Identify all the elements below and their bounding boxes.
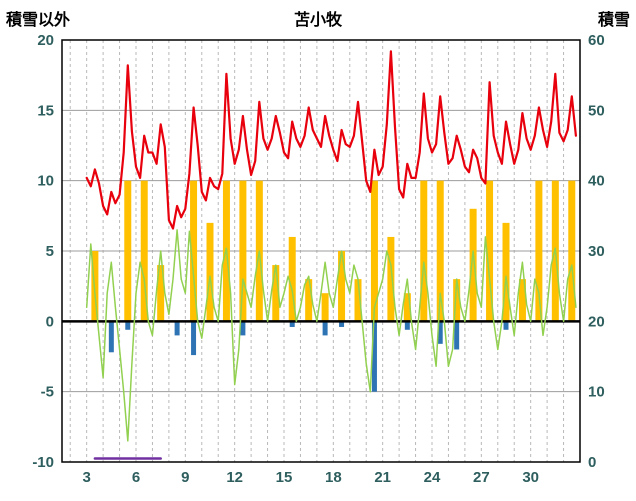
blue-bar: [174, 321, 180, 336]
orange-bar: [453, 279, 461, 322]
right-tick-label: 50: [588, 102, 605, 119]
right-tick-label: 30: [588, 243, 605, 260]
orange-bar: [124, 180, 132, 322]
x-tick-label: 9: [181, 469, 189, 486]
blue-bar: [371, 321, 377, 392]
left-tick-label: 5: [46, 243, 54, 260]
blue-bar: [404, 321, 410, 330]
orange-bar: [518, 279, 526, 322]
left-tick-label: -5: [41, 384, 54, 401]
orange-bar: [387, 236, 395, 322]
left-tick-label: 15: [37, 102, 54, 119]
blue-bar: [289, 321, 295, 327]
orange-bar: [305, 279, 313, 322]
right-tick-label: 60: [588, 32, 605, 49]
orange-bar: [436, 180, 444, 322]
orange-bar: [502, 222, 510, 322]
orange-bar: [140, 180, 148, 322]
right-tick-label: 40: [588, 173, 605, 190]
orange-bar: [239, 180, 247, 322]
left-axis-title: 積雪以外: [6, 12, 71, 29]
blue-bar: [437, 321, 443, 344]
left-tick-label: 20: [37, 32, 54, 49]
orange-bar: [190, 180, 198, 322]
orange-bar: [157, 265, 165, 322]
red-line: [85, 50, 578, 230]
plot-border: [61, 39, 581, 463]
x-tick-label: 6: [132, 469, 140, 486]
orange-bar: [288, 236, 296, 322]
left-tick-label: -10: [32, 454, 54, 471]
x-tick-label: 12: [226, 469, 243, 486]
orange-bar: [206, 222, 214, 322]
blue-bar: [339, 321, 345, 327]
right-tick-label: 20: [588, 313, 605, 330]
orange-bar: [420, 180, 428, 322]
blue-bar: [503, 321, 509, 330]
left-tick-label: 10: [37, 173, 54, 190]
left-tick-label: 0: [46, 313, 54, 330]
orange-bar: [469, 208, 477, 322]
orange-bar: [272, 265, 280, 322]
x-tick-label: 21: [374, 469, 391, 486]
orange-bar: [370, 180, 378, 322]
blue-bar: [191, 321, 197, 356]
x-tick-label: 24: [424, 469, 441, 486]
orange-bar: [486, 180, 494, 322]
orange-bar: [354, 279, 362, 322]
blue-bar: [125, 321, 131, 330]
chart-title: 苫小牧: [293, 12, 342, 29]
green-line: [85, 229, 577, 442]
blue-bar: [240, 321, 246, 336]
x-tick-label: 27: [473, 469, 490, 486]
x-tick-label: 3: [82, 469, 90, 486]
orange-bar: [535, 180, 543, 322]
orange-bar: [568, 180, 576, 322]
right-tick-label: 10: [588, 384, 605, 401]
blue-bar: [454, 321, 460, 350]
right-axis-title: 積雪: [597, 12, 630, 29]
orange-bar: [321, 293, 329, 322]
blue-bar: [108, 321, 114, 353]
blue-bar: [322, 321, 328, 336]
x-tick-label: 30: [522, 469, 539, 486]
x-tick-label: 15: [276, 469, 293, 486]
right-tick-label: 0: [588, 454, 596, 471]
x-tick-label: 18: [325, 469, 342, 486]
orange-bar: [403, 293, 411, 322]
orange-bar: [338, 251, 346, 322]
